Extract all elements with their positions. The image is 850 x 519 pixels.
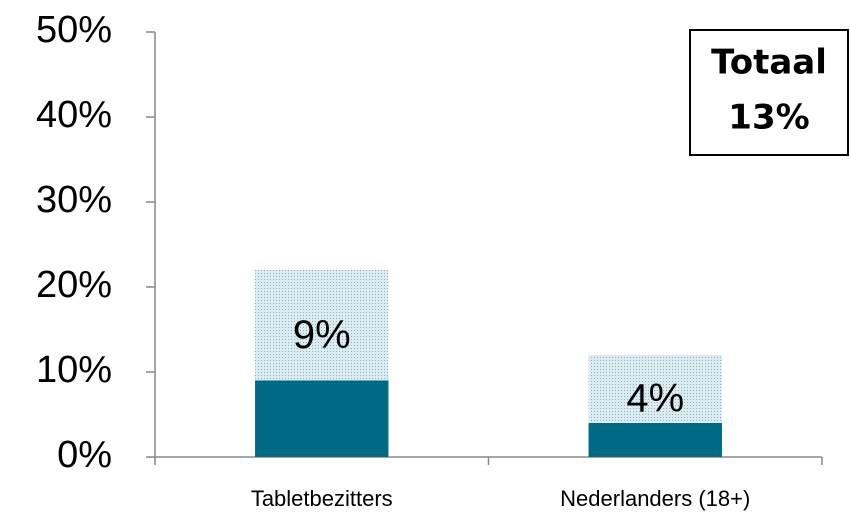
annotation-text: 13% bbox=[728, 98, 809, 138]
annotation-text: Totaal bbox=[711, 43, 827, 83]
y-tick-label: 30% bbox=[36, 179, 112, 221]
bar-segment-light bbox=[255, 270, 389, 381]
bar-segment bbox=[588, 423, 722, 457]
y-tick-label: 10% bbox=[36, 349, 112, 391]
data-label: 9% bbox=[293, 313, 351, 357]
bar-segment bbox=[255, 380, 389, 457]
y-tick-label: 50% bbox=[36, 9, 112, 51]
bar-segment-light bbox=[588, 355, 722, 423]
data-label: 4% bbox=[626, 377, 684, 421]
annotation-box bbox=[689, 29, 849, 156]
x-tick-label: Nederlanders (18+) bbox=[560, 486, 750, 511]
y-tick-label: 0% bbox=[57, 434, 112, 476]
y-tick-label: 40% bbox=[36, 94, 112, 136]
x-tick-label: Tabletbezitters bbox=[251, 486, 393, 511]
y-tick-label: 20% bbox=[36, 264, 112, 306]
